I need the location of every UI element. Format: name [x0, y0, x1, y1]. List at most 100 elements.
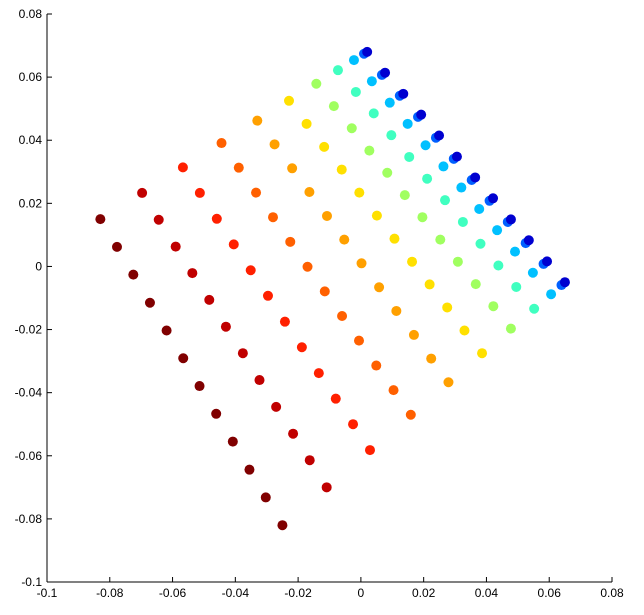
- scatter-point: [457, 216, 468, 227]
- scatter-point: [296, 342, 307, 353]
- scatter-point: [233, 162, 244, 173]
- scatter-point: [443, 377, 454, 388]
- scatter-point: [386, 130, 397, 141]
- plot-area: [47, 14, 612, 582]
- scatter-point: [505, 323, 516, 334]
- scatter-point: [269, 139, 280, 150]
- x-tick-label: -0.04: [222, 586, 250, 600]
- scatter-point: [424, 279, 435, 290]
- scatter-point: [492, 225, 503, 236]
- scatter-point: [319, 141, 330, 152]
- scatter-point: [348, 55, 359, 66]
- scatter-point: [426, 353, 437, 364]
- scatter-point: [350, 86, 361, 97]
- x-tick-label: -0.02: [284, 586, 312, 600]
- y-tick-label: -0.08: [15, 512, 43, 526]
- scatter-point: [527, 267, 538, 278]
- y-tick-label: 0.02: [19, 196, 43, 210]
- scatter-point: [301, 118, 312, 129]
- x-tick-label: 0: [358, 586, 365, 600]
- scatter-point: [505, 214, 516, 225]
- scatter-point: [420, 140, 431, 151]
- scatter-point: [374, 282, 385, 293]
- scatter-point: [493, 260, 504, 271]
- scatter-point: [111, 241, 122, 252]
- scatter-point: [407, 256, 418, 267]
- scatter-point: [366, 76, 377, 87]
- scatter-point: [268, 212, 278, 223]
- scatter-point: [251, 187, 262, 198]
- scatter-point: [161, 325, 172, 336]
- scatter-point: [220, 321, 231, 332]
- scatter-point: [252, 115, 263, 126]
- scatter-point: [288, 428, 299, 439]
- scatter-point: [523, 235, 534, 246]
- y-tick-label: 0: [35, 259, 42, 273]
- scatter-point: [511, 281, 522, 292]
- scatter-point: [371, 210, 382, 221]
- scatter-point: [442, 302, 453, 313]
- scatter-point: [321, 482, 332, 493]
- scatter-point: [354, 335, 365, 346]
- y-tick-label: -0.06: [15, 449, 43, 463]
- scatter-point: [204, 294, 215, 305]
- x-tick-label: 0.04: [475, 586, 499, 600]
- scatter-point: [262, 290, 273, 301]
- scatter-point: [354, 187, 365, 198]
- scatter-point: [382, 167, 393, 178]
- scatter-point: [399, 190, 410, 201]
- scatter-point: [313, 368, 324, 379]
- scatter-point: [271, 401, 282, 412]
- scatter-point: [405, 409, 416, 420]
- scatter-point: [389, 233, 400, 244]
- scatter-point: [128, 269, 139, 280]
- scatter-point: [510, 246, 521, 257]
- scatter-point: [244, 464, 255, 475]
- scatter-point: [417, 212, 428, 223]
- scatter-point: [277, 520, 288, 531]
- scatter-point: [380, 67, 391, 78]
- y-tick-label: 0.06: [19, 70, 43, 84]
- scatter-point: [440, 195, 451, 206]
- scatter-point: [227, 436, 238, 447]
- y-tick-label: -0.1: [21, 575, 42, 589]
- y-tick-label: 0.08: [19, 7, 43, 21]
- y-tick-label: -0.04: [15, 386, 43, 400]
- scatter-point: [321, 210, 332, 221]
- scatter-point: [311, 78, 322, 89]
- scatter-point: [254, 375, 265, 386]
- y-tick-label: -0.02: [15, 323, 43, 337]
- scatter-point: [451, 151, 462, 162]
- scatter-point: [364, 445, 375, 456]
- scatter-point: [228, 239, 239, 250]
- scatter-point: [542, 256, 553, 267]
- scatter-point: [356, 258, 367, 269]
- scatter-point: [362, 46, 373, 57]
- x-tick-label: -0.1: [37, 586, 58, 600]
- scatter-point: [260, 492, 271, 503]
- scatter-point: [368, 108, 379, 119]
- scatter-point: [346, 123, 357, 134]
- scatter-point: [339, 234, 350, 245]
- scatter-point: [438, 161, 449, 172]
- scatter-point: [459, 325, 470, 336]
- scatter-point: [546, 289, 557, 300]
- y-tick-label: 0.04: [19, 133, 43, 147]
- scatter-point: [402, 118, 413, 129]
- scatter-point: [211, 408, 222, 419]
- scatter-point: [187, 268, 198, 279]
- scatter-point: [348, 419, 359, 430]
- scatter-point: [475, 238, 486, 249]
- scatter-point: [470, 279, 481, 290]
- x-tick-label: 0.02: [412, 586, 436, 600]
- scatter-point: [284, 95, 295, 106]
- scatter-point: [336, 164, 347, 175]
- scatter-point: [488, 301, 499, 312]
- scatter-point: [144, 297, 155, 308]
- scatter-point: [137, 187, 148, 198]
- scatter-point: [404, 151, 415, 162]
- scatter-point: [434, 130, 445, 141]
- scatter-point: [529, 303, 540, 314]
